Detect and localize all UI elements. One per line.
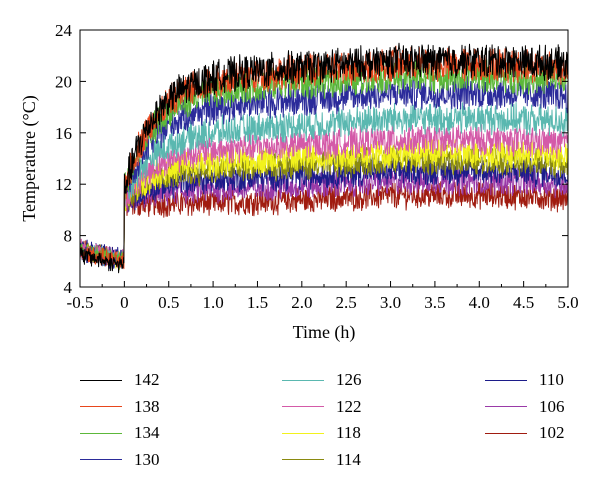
legend-label: 130	[134, 449, 160, 469]
y-tick-label: 20	[55, 72, 72, 91]
y-tick-label: 24	[55, 21, 73, 40]
legend-label: 142	[134, 370, 160, 389]
legend-item-102: 102	[485, 423, 565, 443]
x-tick-label: 3.5	[424, 293, 445, 312]
series-line-102	[79, 181, 569, 265]
axis-layer: -0.5 0 0.5 1.0 1.5 2.0 2.5 3.0 3.5 4.0 4.5 5.0 4 8 12 1…	[55, 21, 579, 312]
legend-swatch	[282, 432, 324, 434]
x-tick-label: 2.0	[291, 293, 312, 312]
legend-item-114: 114	[282, 450, 361, 470]
legend-swatch	[80, 459, 122, 460]
y-tick-label: 8	[64, 227, 73, 246]
series-line-142	[79, 42, 569, 274]
y-tick-label: 16	[55, 124, 72, 143]
legend-label: 106	[539, 396, 565, 416]
legend-swatch	[485, 406, 527, 407]
legend-item-126: 126	[282, 370, 362, 390]
x-tick-label: 2.5	[336, 293, 357, 312]
legend-label: 126	[336, 370, 362, 389]
temperature-line-chart: -0.5 0 0.5 1.0 1.5 2.0 2.5 3.0 3.5 4.0 4.5 5.0 4 8 12 1…	[19, 21, 579, 343]
legend-swatch	[282, 459, 324, 460]
x-tick-label: 1.0	[202, 293, 223, 312]
legend-item-110: 110	[485, 370, 564, 390]
legend-swatch	[80, 432, 122, 434]
legend-label: 118	[336, 423, 361, 442]
legend-swatch	[80, 406, 122, 407]
legend-label: 102	[539, 423, 565, 442]
legend-item-122: 122	[282, 397, 362, 417]
x-tick-label: 1.5	[247, 293, 268, 312]
legend-label: 122	[336, 396, 362, 416]
x-tick-label: 0	[120, 293, 129, 312]
legend-item-142: 142	[80, 370, 160, 390]
y-tick-label: 4	[64, 278, 73, 297]
legend-item-118: 118	[282, 423, 361, 443]
x-tick-label: 4.5	[513, 293, 534, 312]
x-tick-label: 3.0	[380, 293, 401, 312]
x-tick-label: 0.5	[158, 293, 179, 312]
legend-item-138: 138	[80, 397, 160, 417]
legend-swatch	[80, 379, 122, 381]
legend-item-134: 134	[80, 423, 160, 443]
series-line-114	[79, 144, 569, 267]
legend-swatch	[282, 406, 324, 407]
series-layer	[79, 42, 569, 274]
x-tick-label: 4.0	[469, 293, 490, 312]
legend-item-130: 130	[80, 450, 160, 470]
y-axis-label: Temperature (°C)	[19, 95, 40, 221]
x-axis-label: Time (h)	[293, 322, 356, 343]
legend-label: 138	[134, 396, 160, 416]
legend-swatch	[282, 379, 324, 381]
x-tick-label: 5.0	[557, 293, 578, 312]
y-tick-label: 12	[55, 175, 72, 194]
series-line-122	[79, 123, 569, 269]
legend-label: 110	[539, 370, 564, 389]
legend-item-106: 106	[485, 397, 565, 417]
x-tick-label: -0.5	[67, 293, 94, 312]
legend-label: 134	[134, 423, 160, 442]
legend-swatch	[485, 432, 527, 434]
legend-swatch	[485, 379, 527, 381]
legend-label: 114	[336, 449, 361, 469]
